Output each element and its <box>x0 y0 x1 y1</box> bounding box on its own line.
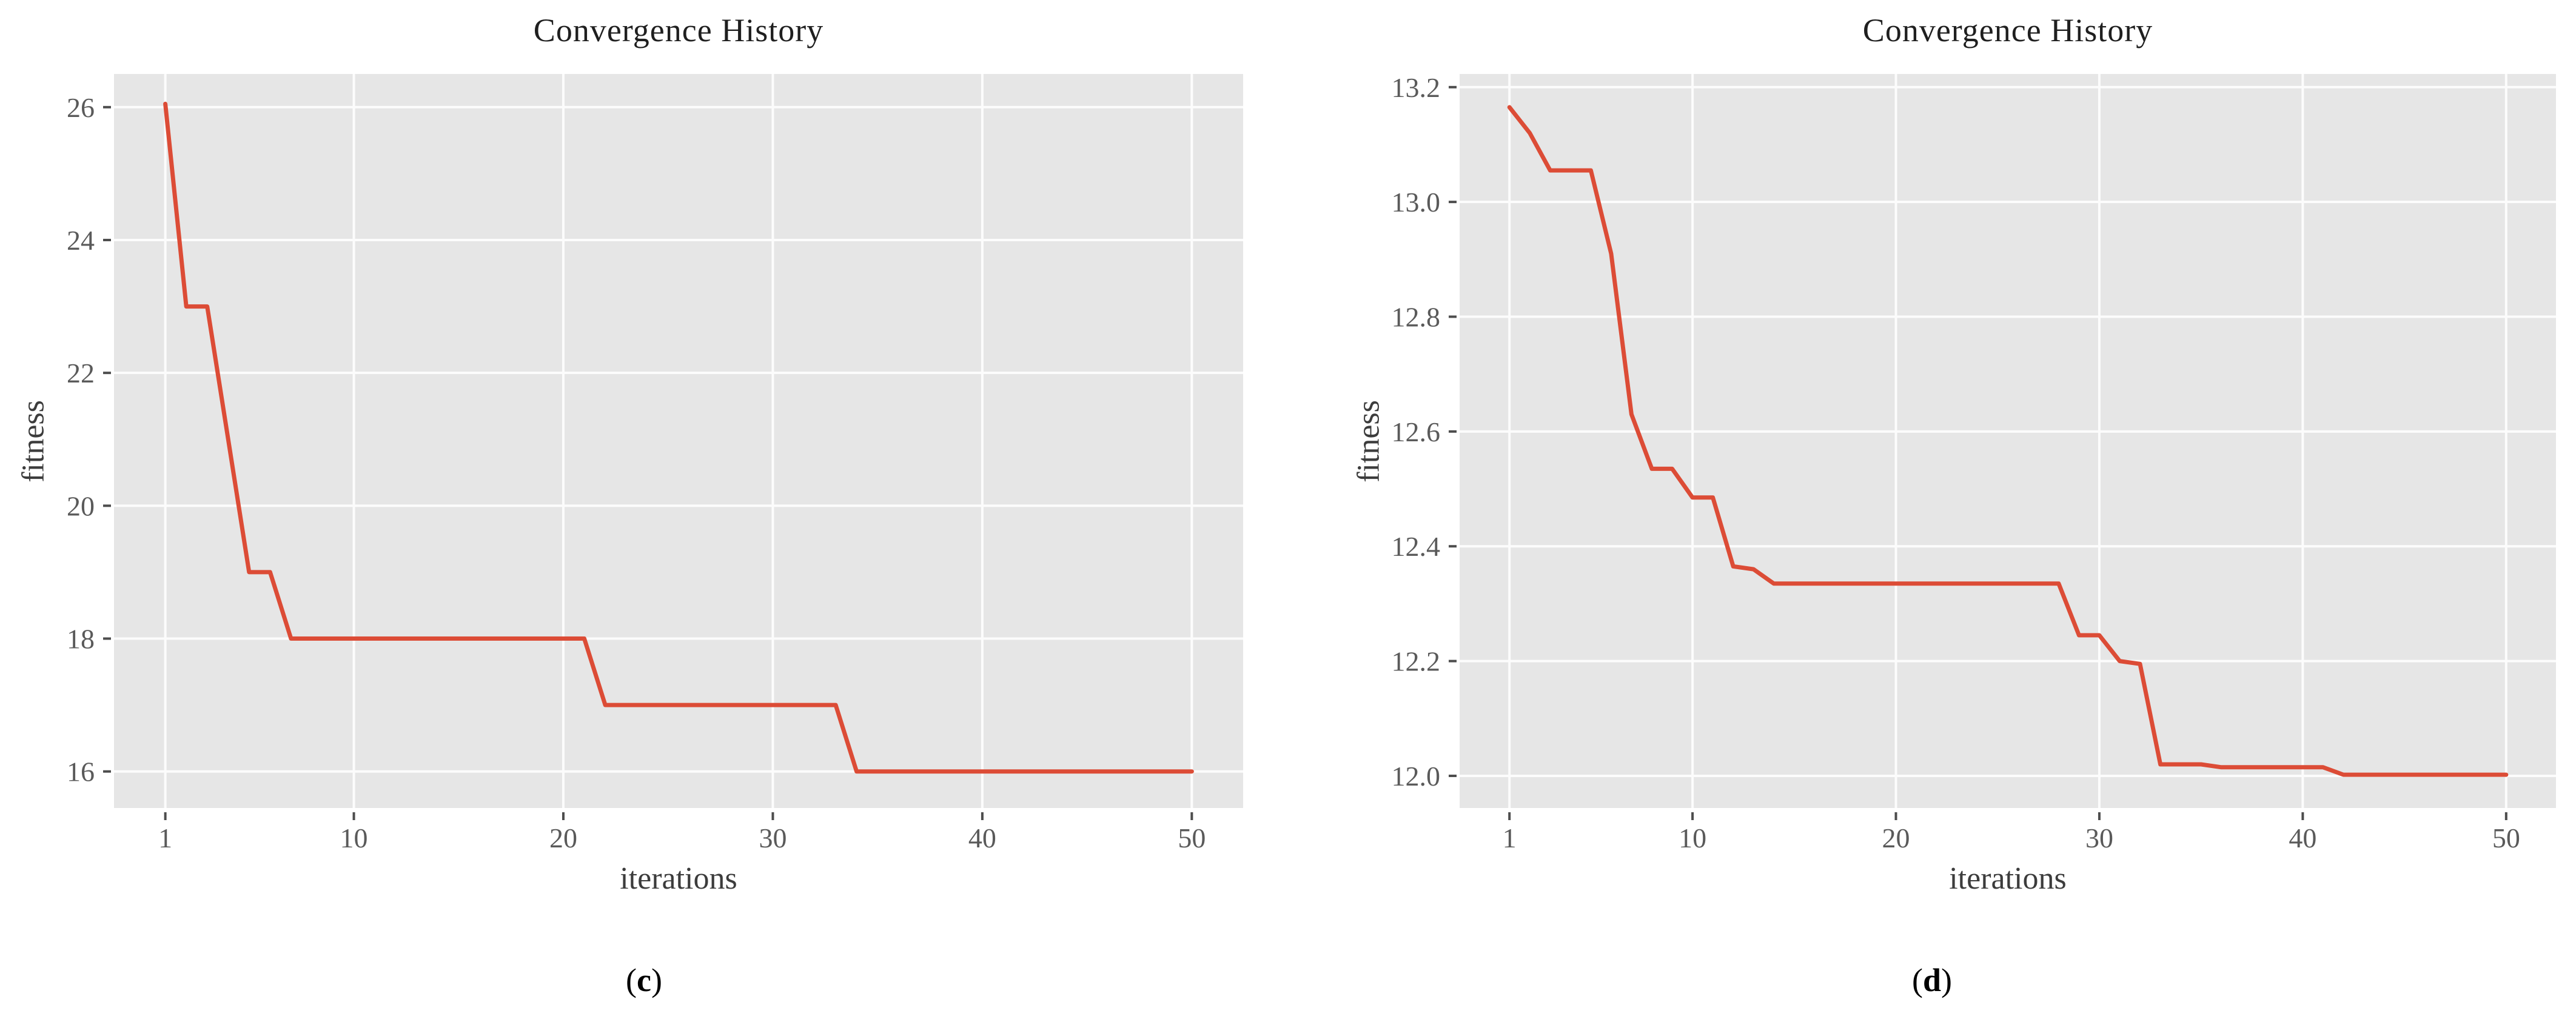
x-tick-label: 10 <box>1679 823 1706 853</box>
y-axis-label: fitness <box>16 399 51 482</box>
caption-open-paren: ( <box>626 962 637 998</box>
y-tick-label: 16 <box>67 756 95 787</box>
line-chart-c: 1 10 20 30 40 50 16 18 20 22 24 26 <box>67 74 1243 853</box>
caption-open-paren: ( <box>1911 962 1923 998</box>
y-axis-label: fitness <box>1351 399 1386 482</box>
caption-close-paren: ) <box>1941 962 1952 998</box>
y-tick-label: 24 <box>67 225 95 256</box>
plot-area <box>114 74 1243 808</box>
convergence-line <box>1507 105 2509 777</box>
y-tick-label: 13.0 <box>1392 187 1441 218</box>
x-tick-label: 30 <box>2085 823 2113 853</box>
panel-caption: (c) <box>0 961 1288 999</box>
x-tick-label: 20 <box>549 823 577 853</box>
y-tick-label: 12.2 <box>1392 646 1441 677</box>
caption-close-paren: ) <box>651 962 662 998</box>
convergence-line <box>163 101 1194 774</box>
y-tick-label: 12.6 <box>1392 416 1441 447</box>
x-tick-label: 1 <box>1503 823 1517 853</box>
y-tick-label: 22 <box>67 358 95 389</box>
plot-area <box>1460 74 2556 808</box>
y-tick-label: 18 <box>67 624 95 655</box>
x-tick-label: 20 <box>1882 823 1910 853</box>
caption-letter: d <box>1922 962 1942 998</box>
x-tick-label: 50 <box>1178 823 1206 853</box>
y-tick-label: 12.0 <box>1392 761 1441 792</box>
panel-caption: (d) <box>1288 961 2576 999</box>
line-chart-d: 1 10 20 30 40 50 12.0 12.2 12.4 12.6 12.8 13.0 13.2 <box>1392 72 2556 853</box>
chart-title: Convergence History <box>533 12 824 48</box>
x-tick-label: 30 <box>759 823 787 853</box>
x-tick-label: 10 <box>340 823 368 853</box>
x-tick-label: 1 <box>158 823 172 853</box>
chart-title: Convergence History <box>1862 12 2153 48</box>
x-tick-label: 40 <box>968 823 996 853</box>
x-axis-label: iterations <box>620 861 737 896</box>
y-tick-label: 12.4 <box>1392 531 1441 562</box>
panel-c: 1 10 20 30 40 50 16 18 20 22 24 26 Convergence Hist… <box>0 12 1288 999</box>
x-axis-label: iterations <box>1949 861 2067 896</box>
caption-letter: c <box>637 962 651 998</box>
x-tick-label: 40 <box>2289 823 2316 853</box>
x-tick-label: 50 <box>2492 823 2520 853</box>
y-tick-label: 12.8 <box>1392 302 1441 333</box>
panel-d: 1 10 20 30 40 50 12.0 12.2 12.4 12.6 12.8 13.0 13.2 … <box>1288 0 2576 1025</box>
y-tick-label: 20 <box>67 490 95 521</box>
y-tick-label: 26 <box>67 92 95 123</box>
y-tick-label: 13.2 <box>1392 72 1441 103</box>
